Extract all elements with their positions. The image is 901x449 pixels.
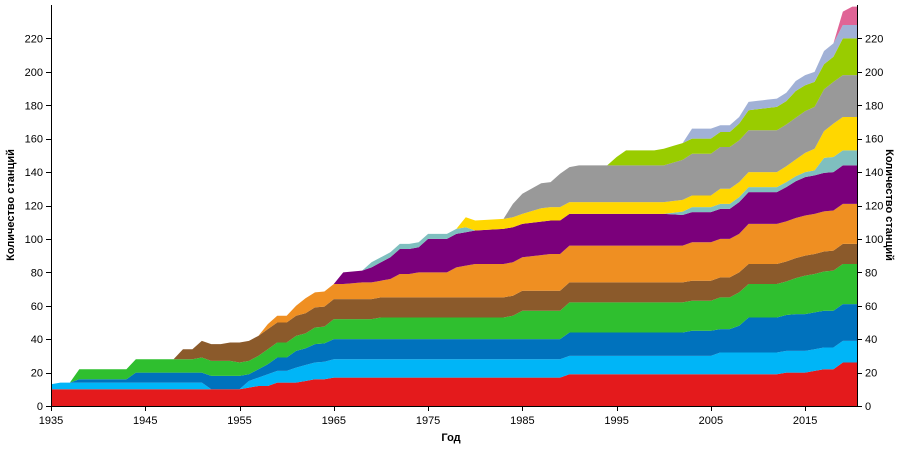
y-tick-label-right: 220 — [865, 33, 883, 45]
y-tick-label-right: 60 — [865, 301, 877, 313]
y-tick-label-left: 100 — [25, 234, 43, 246]
y-tick-label-right: 40 — [865, 334, 877, 346]
y-tick-label-right: 140 — [865, 167, 883, 179]
y-tick-label-right: 160 — [865, 134, 883, 146]
x-tick-label: 1945 — [133, 415, 157, 427]
y-tick-label-left: 160 — [25, 134, 43, 146]
y-tick-label-left: 40 — [31, 334, 43, 346]
y-tick-label-right: 180 — [865, 100, 883, 112]
y-ticks-left-group: 0 20 40 60 80 100 120 140 160 180 200 220 — [25, 33, 51, 413]
y-tick-label-right: 100 — [865, 234, 883, 246]
y-tick-label-right: 20 — [865, 368, 877, 380]
area-series-4 — [51, 263, 857, 385]
x-tick-label: 1965 — [322, 415, 346, 427]
x-tick-label: 1995 — [604, 415, 628, 427]
y-tick-label-right: 80 — [865, 267, 877, 279]
x-tick-label: 1975 — [416, 415, 440, 427]
y-tick-label-left: 120 — [25, 201, 43, 213]
x-axis-title: Год — [441, 432, 460, 444]
y-axis-right-title: Количество станций — [883, 149, 895, 261]
x-tick-label: 1955 — [227, 415, 251, 427]
area-series-7 — [51, 165, 857, 385]
area-series-2 — [51, 340, 857, 390]
y-tick-label-right: 0 — [865, 401, 871, 413]
y-tick-label-left: 220 — [25, 33, 43, 45]
x-tick-label: 1985 — [510, 415, 534, 427]
x-ticks-group: 1935 1945 1955 1965 1975 1985 1995 2005 2015 — [39, 406, 817, 427]
x-tick-label: 1935 — [39, 415, 63, 427]
y-tick-label-left: 180 — [25, 100, 43, 112]
area-series-3 — [51, 304, 857, 390]
y-tick-label-right: 120 — [865, 201, 883, 213]
y-ticks-right-group: 0 20 40 60 80 100 120 140 160 180 200 220 — [857, 33, 883, 413]
area-series-5 — [51, 243, 857, 385]
area-series-6 — [51, 203, 857, 385]
y-tick-label-left: 60 — [31, 301, 43, 313]
y-tick-label-left: 140 — [25, 167, 43, 179]
y-tick-label-left: 80 — [31, 267, 43, 279]
area-series-group — [51, 6, 857, 406]
area-series-1 — [51, 362, 857, 406]
x-tick-label: 2015 — [793, 415, 817, 427]
y-axis-left-title: Количество станций — [5, 149, 17, 261]
y-tick-label-left: 200 — [25, 67, 43, 79]
y-tick-label-right: 200 — [865, 67, 883, 79]
y-tick-label-left: 0 — [37, 401, 43, 413]
x-tick-label: 2005 — [699, 415, 723, 427]
y-tick-label-left: 20 — [31, 368, 43, 380]
